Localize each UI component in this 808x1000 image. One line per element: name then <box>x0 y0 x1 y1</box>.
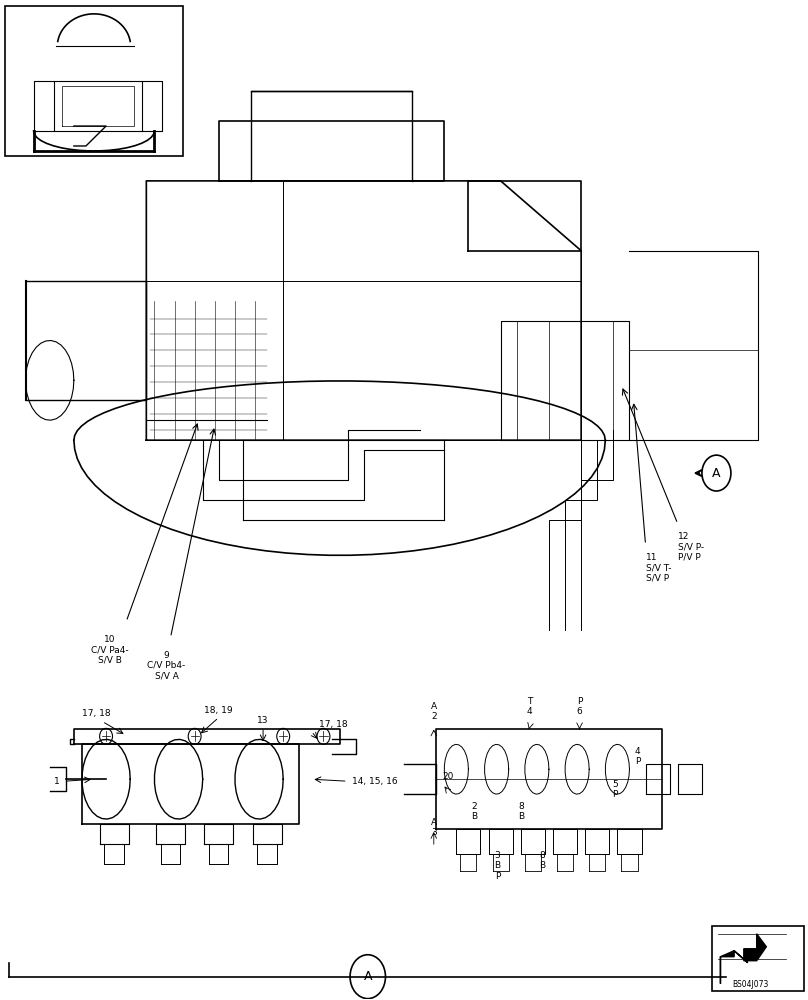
Text: 13: 13 <box>257 716 269 725</box>
Polygon shape <box>721 951 748 984</box>
Text: 10
C/V Pa4-
S/V B: 10 C/V Pa4- S/V B <box>91 635 129 664</box>
Text: T
4: T 4 <box>527 697 532 716</box>
Text: 2
B: 2 B <box>471 802 477 821</box>
Text: 14, 15, 16: 14, 15, 16 <box>351 777 398 786</box>
Polygon shape <box>744 934 766 961</box>
Text: 5
P: 5 P <box>612 780 618 799</box>
Text: 8
B: 8 B <box>518 802 524 821</box>
Text: 18, 19: 18, 19 <box>204 706 234 715</box>
Bar <box>6 6 183 156</box>
Text: 17, 18: 17, 18 <box>319 720 348 729</box>
Text: BS04J073: BS04J073 <box>732 980 768 989</box>
Text: 1: 1 <box>53 777 59 786</box>
Text: A: A <box>364 970 372 983</box>
Text: 17, 18: 17, 18 <box>82 709 111 718</box>
Text: A: A <box>712 467 721 480</box>
Text: 8
B: 8 B <box>540 851 545 870</box>
Text: P
6: P 6 <box>577 697 583 716</box>
Text: 4
P: 4 P <box>635 747 640 766</box>
Text: A
2: A 2 <box>431 702 437 721</box>
Text: A
3: A 3 <box>431 818 437 837</box>
Text: 12
S/V P-
P/V P: 12 S/V P- P/V P <box>678 532 704 562</box>
Bar <box>712 926 804 991</box>
Text: 11
S/V T-
S/V P: 11 S/V T- S/V P <box>646 553 671 583</box>
Text: 9
C/V Pb4-
S/V A: 9 C/V Pb4- S/V A <box>147 651 186 680</box>
Text: 20: 20 <box>443 772 454 781</box>
Text: 3
B
P: 3 B P <box>494 851 500 881</box>
